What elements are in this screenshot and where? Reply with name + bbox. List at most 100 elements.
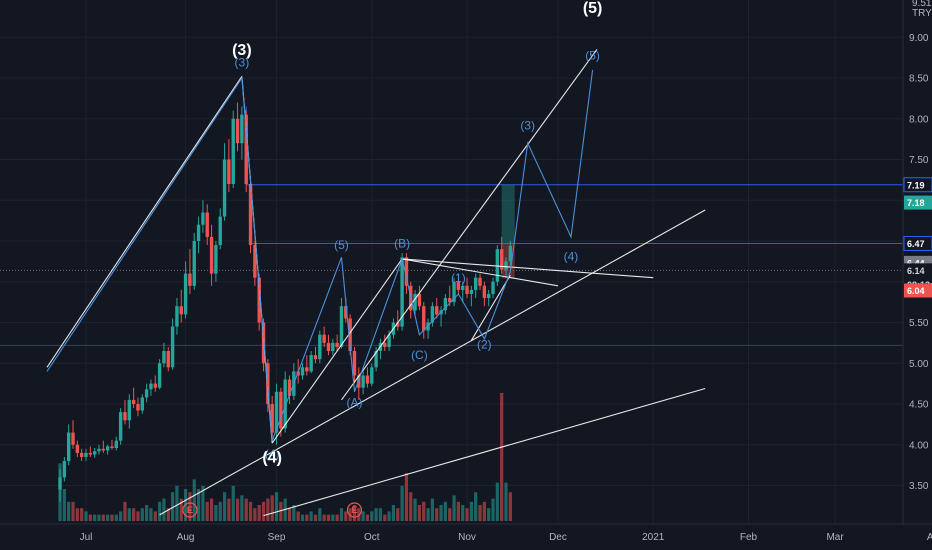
candle-body <box>214 245 218 274</box>
candle-body <box>92 451 97 455</box>
volume-bar <box>322 514 326 521</box>
volume-bar <box>309 511 313 521</box>
volume-bar <box>508 492 512 521</box>
candle-body <box>62 461 67 478</box>
candle-body <box>452 281 456 303</box>
volume-bar <box>456 501 460 521</box>
candle-body <box>240 114 244 144</box>
candle-body <box>478 277 482 286</box>
candle-body <box>131 399 136 404</box>
price-tag-label: 7.19 <box>907 180 925 190</box>
candle-body <box>417 293 422 307</box>
trend-line[interactable] <box>46 76 243 368</box>
volume-bar <box>145 505 149 521</box>
volume-bar <box>270 495 274 521</box>
volume-bar <box>426 508 430 521</box>
time-axis-tick-label: Jul <box>80 532 93 543</box>
wave-label-minor: (1) <box>451 271 466 285</box>
price-axis-tick-label: 7.50 <box>909 155 929 166</box>
candle-body <box>361 375 365 388</box>
earnings-marker[interactable] <box>346 502 363 518</box>
candle-body <box>474 277 478 290</box>
volume-bar <box>331 514 335 521</box>
wave-path-line[interactable] <box>46 69 594 441</box>
trend-line[interactable] <box>401 258 559 287</box>
volume-bar <box>357 508 361 521</box>
volume-bar <box>214 505 218 521</box>
volume-bar <box>370 511 374 521</box>
volume-bar <box>391 505 396 521</box>
candle-body <box>283 379 287 429</box>
candle-body <box>231 118 235 184</box>
price-tag-label: 7.18 <box>907 198 925 208</box>
candle-body <box>413 293 417 311</box>
volume-bar <box>482 501 486 521</box>
candle-body <box>396 322 400 327</box>
candle-body <box>461 285 465 290</box>
volume-bar <box>448 508 452 521</box>
volume-bar <box>296 511 300 521</box>
price-tag-box <box>903 235 932 251</box>
time-axis-tick-label: Aug <box>177 532 195 543</box>
time-axis[interactable]: Jul Aug Sep Oct Nov Dec 2021 Feb Mar Apr <box>0 523 932 543</box>
trend-line[interactable] <box>402 258 654 279</box>
volume-bar <box>192 479 196 521</box>
candle-body <box>97 448 101 452</box>
trend-line[interactable] <box>263 387 706 517</box>
volume-bar <box>71 501 75 521</box>
candle-body <box>404 257 409 286</box>
volume-bar <box>153 511 157 521</box>
candle-body <box>222 159 227 217</box>
candle-body <box>274 391 279 433</box>
volume-bar <box>504 482 508 521</box>
candle-body <box>84 452 88 457</box>
candle-body <box>166 351 170 368</box>
volume-bar <box>248 501 253 521</box>
earnings-marker[interactable] <box>182 502 198 518</box>
volume-bar <box>201 485 205 521</box>
candle-body <box>400 257 404 327</box>
volume-bar <box>404 473 409 521</box>
volume-bar <box>257 505 261 521</box>
price-tag-box <box>903 177 932 193</box>
volume-bar <box>387 511 391 521</box>
candle-body <box>218 216 222 246</box>
volume-bar <box>300 514 305 521</box>
volume-bar <box>123 501 127 521</box>
wave-label-minor: (A) <box>346 395 362 409</box>
price-tag-label: 6.14 <box>907 266 925 276</box>
candle-body <box>110 446 114 449</box>
volume-bar <box>240 495 244 521</box>
wave-label-minor: (3) <box>235 56 250 70</box>
volume-bar <box>93 514 97 521</box>
trend-line[interactable] <box>159 209 706 516</box>
candle-body <box>344 306 348 319</box>
volume-bar <box>396 508 400 521</box>
candle-body <box>118 412 123 441</box>
candle-body <box>162 351 166 364</box>
target-box <box>501 184 515 279</box>
volume-bar <box>378 508 383 521</box>
volume-bar <box>365 514 370 521</box>
candle-body <box>157 363 162 388</box>
wave-label-minor: (5) <box>585 48 600 62</box>
trend-line[interactable] <box>470 274 511 341</box>
volume-bar <box>75 508 79 521</box>
trend-line[interactable] <box>271 258 403 444</box>
candle-body <box>339 306 344 347</box>
wave-label-minor: (B) <box>394 237 410 251</box>
candle-body <box>456 281 461 290</box>
price-tag-box <box>904 283 932 298</box>
candle-body <box>365 375 370 384</box>
trend-line[interactable] <box>341 49 598 401</box>
volume-bar <box>469 501 473 521</box>
volume-bar <box>67 501 71 521</box>
wave-label-minor: (5) <box>334 238 349 252</box>
candle-body <box>469 289 474 294</box>
price-axis-tick-label: 9.00 <box>909 33 929 44</box>
volume-bar <box>400 485 404 521</box>
elliott-wave-path[interactable] <box>46 69 594 441</box>
